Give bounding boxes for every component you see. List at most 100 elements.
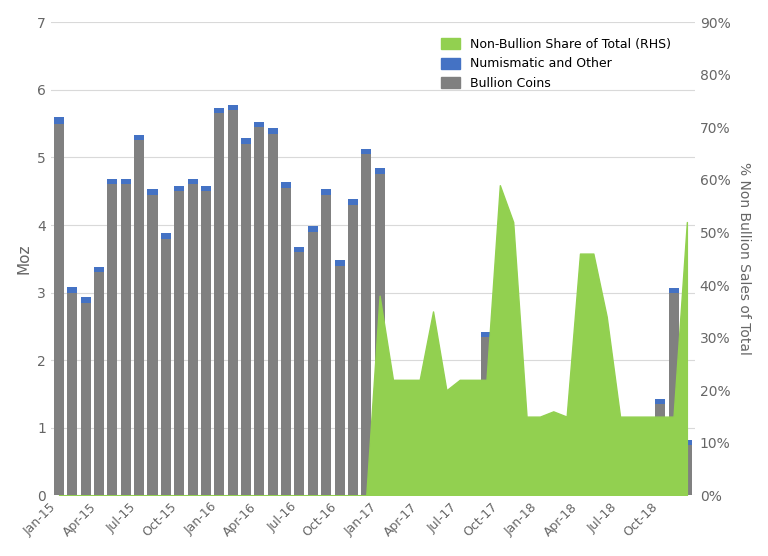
Bar xyxy=(468,420,478,424)
Y-axis label: % Non Bullion Sales of Total: % Non Bullion Sales of Total xyxy=(737,162,751,355)
Bar xyxy=(402,411,412,495)
Bar xyxy=(54,117,64,123)
Bar xyxy=(121,185,131,495)
Bar xyxy=(147,189,157,195)
Bar xyxy=(415,433,425,438)
Bar xyxy=(308,226,318,232)
Bar xyxy=(588,436,598,441)
Bar xyxy=(81,303,91,495)
Bar xyxy=(147,195,157,495)
Bar xyxy=(561,447,571,451)
Bar xyxy=(268,134,278,495)
Bar xyxy=(294,252,304,495)
Bar xyxy=(268,128,278,134)
Bar xyxy=(415,433,425,438)
Bar xyxy=(442,436,452,441)
Bar xyxy=(68,292,78,495)
Bar xyxy=(655,399,665,404)
Bar xyxy=(615,451,625,495)
Bar xyxy=(548,458,558,495)
Bar xyxy=(588,441,598,495)
Bar xyxy=(561,447,571,451)
Bar xyxy=(548,454,558,458)
Bar xyxy=(361,148,371,154)
Bar xyxy=(402,406,412,411)
Bar xyxy=(161,233,170,239)
Bar xyxy=(682,445,692,495)
Bar xyxy=(281,188,291,495)
Bar xyxy=(187,185,197,495)
Bar xyxy=(214,108,224,113)
Bar xyxy=(361,154,371,495)
Bar xyxy=(682,440,692,445)
Bar xyxy=(495,418,505,495)
Bar xyxy=(548,454,558,458)
Bar xyxy=(174,191,184,495)
Bar xyxy=(508,436,518,441)
Bar xyxy=(668,288,678,292)
Bar xyxy=(281,182,291,188)
Bar xyxy=(108,185,118,495)
Bar xyxy=(68,292,78,495)
Bar xyxy=(508,441,518,495)
Bar xyxy=(308,232,318,495)
Bar xyxy=(495,418,505,495)
Bar xyxy=(482,336,492,495)
Bar xyxy=(442,441,452,495)
Bar xyxy=(535,431,545,495)
Bar xyxy=(442,441,452,495)
Bar xyxy=(254,122,264,127)
Bar xyxy=(161,233,170,239)
Bar xyxy=(147,195,157,495)
Bar xyxy=(482,336,492,495)
Bar xyxy=(174,186,184,191)
Bar xyxy=(241,138,251,144)
Bar xyxy=(227,110,237,495)
Bar xyxy=(455,428,465,495)
Bar xyxy=(294,247,304,252)
Bar xyxy=(68,287,78,292)
Bar xyxy=(121,179,131,185)
Bar xyxy=(268,134,278,495)
Bar xyxy=(161,239,170,495)
Bar xyxy=(54,123,64,495)
Y-axis label: Moz: Moz xyxy=(17,244,31,274)
Bar xyxy=(655,404,665,495)
Bar xyxy=(521,424,531,495)
Bar xyxy=(521,420,531,424)
Bar xyxy=(348,199,358,205)
Bar xyxy=(468,424,478,495)
Bar xyxy=(642,448,652,495)
Bar xyxy=(321,195,331,495)
Bar xyxy=(361,148,371,154)
Bar xyxy=(561,451,571,495)
Bar xyxy=(682,445,692,495)
Bar xyxy=(601,433,612,438)
Bar xyxy=(375,175,385,495)
Bar xyxy=(575,436,585,441)
Bar xyxy=(201,186,211,191)
Bar xyxy=(214,113,224,495)
Bar xyxy=(227,105,237,110)
Bar xyxy=(241,144,251,495)
Bar xyxy=(201,191,211,495)
Bar xyxy=(94,272,104,495)
Bar xyxy=(468,420,478,424)
Bar xyxy=(388,413,398,418)
Bar xyxy=(521,424,531,495)
Bar xyxy=(575,441,585,495)
Bar xyxy=(668,288,678,292)
Bar xyxy=(615,451,625,495)
Bar xyxy=(428,433,438,438)
Bar xyxy=(628,458,638,495)
Bar xyxy=(375,175,385,495)
Bar xyxy=(642,444,652,448)
Bar xyxy=(281,188,291,495)
Bar xyxy=(321,189,331,195)
Bar xyxy=(174,186,184,191)
Bar xyxy=(615,447,625,451)
Bar xyxy=(642,448,652,495)
Bar xyxy=(335,266,345,495)
Bar xyxy=(561,451,571,495)
Bar xyxy=(548,458,558,495)
